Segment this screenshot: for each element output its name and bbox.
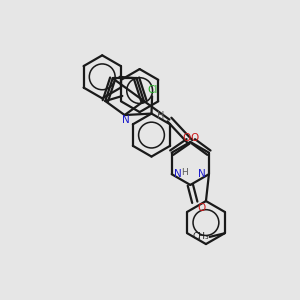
Text: H: H [158, 111, 165, 121]
Text: H: H [182, 168, 188, 177]
Text: N: N [122, 116, 130, 125]
Text: Cl: Cl [148, 85, 158, 95]
Text: N: N [199, 169, 206, 179]
Text: O: O [183, 133, 191, 143]
Text: O: O [197, 202, 206, 213]
Text: O: O [190, 133, 198, 143]
Text: CH₃: CH₃ [192, 232, 209, 242]
Text: N: N [174, 169, 182, 179]
